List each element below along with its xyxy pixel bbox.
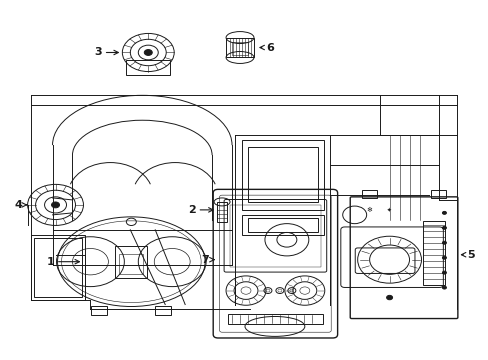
Circle shape [442,211,446,214]
Bar [247,218,317,232]
Circle shape [51,202,60,208]
Text: 1: 1 [46,257,79,267]
Bar [115,246,147,278]
Text: ❄: ❄ [366,207,372,213]
Circle shape [442,256,446,259]
Circle shape [386,295,392,300]
Circle shape [442,286,446,289]
Bar [430,190,446,198]
Bar [247,147,317,202]
Bar [91,306,107,315]
Bar [227,315,322,324]
Bar [34,238,82,297]
Circle shape [442,271,446,274]
Circle shape [442,226,446,229]
Text: 5: 5 [461,250,474,260]
Text: 6: 6 [260,42,273,53]
Bar [119,254,143,274]
Text: 4: 4 [15,200,27,210]
Text: 3: 3 [94,48,118,58]
Bar [242,215,323,235]
Text: 2: 2 [188,205,213,215]
Bar [361,190,376,198]
Text: 7: 7 [201,255,214,265]
Bar [225,37,253,58]
Bar [229,205,320,267]
Circle shape [442,241,446,244]
Bar [155,306,171,315]
Bar [232,41,247,55]
Bar [217,202,226,222]
Bar [31,235,85,300]
Bar [126,60,170,75]
Bar [423,221,445,285]
Circle shape [144,50,152,55]
Text: ✦: ✦ [386,207,391,212]
Bar [242,140,323,210]
